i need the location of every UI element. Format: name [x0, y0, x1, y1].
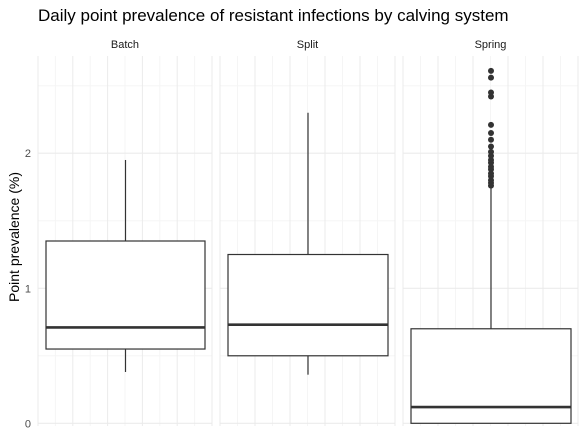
facet-label: Spring: [475, 39, 507, 51]
outlier-point: [488, 67, 494, 74]
y-tick-label: 1: [25, 283, 31, 295]
box: [45, 240, 206, 350]
facet-label: Batch: [111, 39, 139, 51]
box: [227, 253, 389, 357]
facet-panel-split: Split: [219, 39, 396, 426]
outlier-point: [488, 136, 494, 143]
y-axis-ticks: 0 1 2: [25, 148, 31, 430]
y-tick-label: 0: [25, 418, 31, 430]
y-tick-label: 2: [25, 148, 31, 160]
outlier-point: [488, 143, 494, 150]
facet-panel-spring: Spring: [402, 39, 579, 426]
facet-panels: Batch Split Spring: [37, 39, 579, 426]
outlier-point: [488, 121, 494, 128]
outlier-point: [488, 89, 494, 96]
outlier-point: [488, 129, 494, 136]
outlier-point: [488, 148, 494, 155]
outlier-point: [488, 74, 494, 81]
facet-panel-batch: Batch: [37, 39, 213, 426]
facet-label: Split: [297, 39, 318, 51]
chart-title: Daily point prevalence of resistant infe…: [38, 6, 509, 25]
y-axis-label: Point prevalence (%): [6, 172, 22, 302]
box: [410, 328, 572, 424]
